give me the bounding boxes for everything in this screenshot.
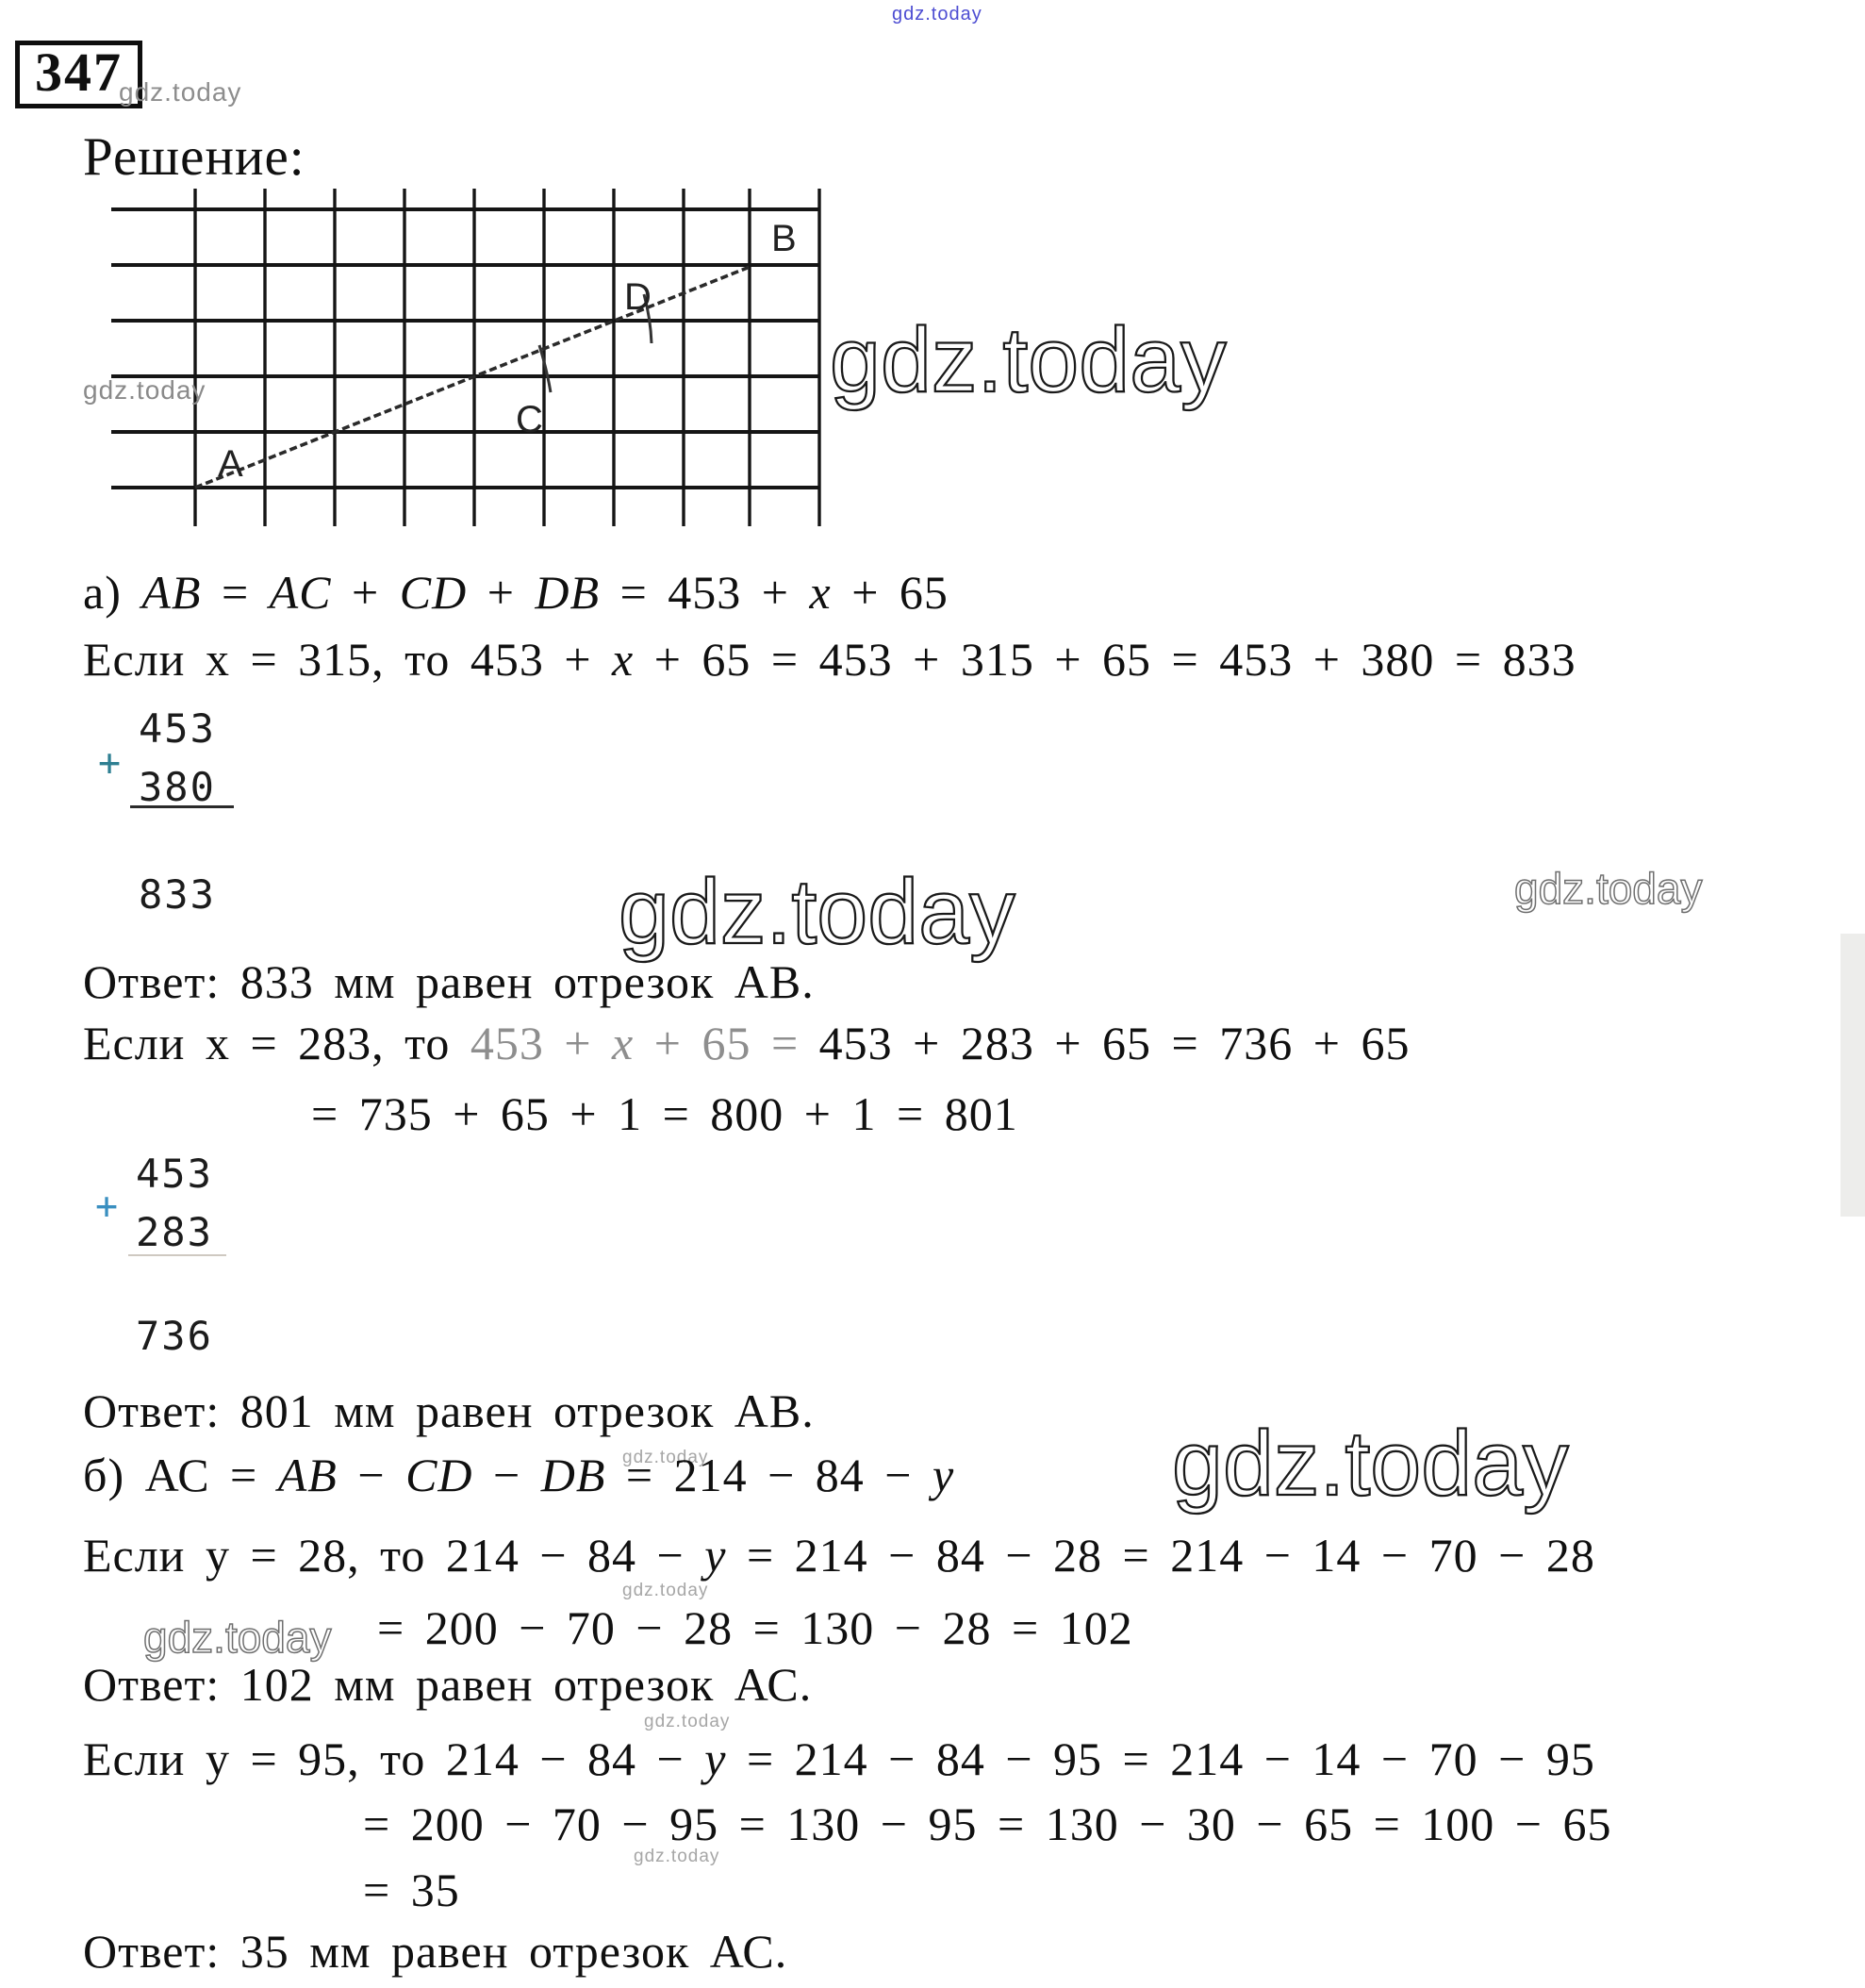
grid-figure: A B C D: [111, 189, 821, 526]
answer-line: Ответ: 833 мм равен отрезок АВ.: [83, 955, 815, 1008]
svg-text:gdz.today: gdz.today: [143, 1613, 331, 1662]
plus-operator: +: [98, 741, 122, 785]
problem-number-badge: 347: [15, 41, 142, 108]
solution-heading: Решение:: [83, 127, 305, 187]
addition-addend: 453: [139, 705, 216, 752]
grid-vertical-lines: [193, 189, 821, 526]
watermark-tiny: gdz.today: [622, 1448, 709, 1467]
svg-text:gdz.today: gdz.today: [619, 860, 1015, 963]
watermark-center-large: gdz.today: [618, 859, 1016, 964]
svg-text:gdz.today: gdz.today: [830, 308, 1227, 411]
watermark-section-b-large: gdz.today: [1171, 1411, 1570, 1516]
point-label-d: D: [624, 276, 652, 318]
equation-line: = 35: [363, 1864, 460, 1916]
equation-line: Если у = 28, то 214 − 84 − y = 214 − 84 …: [83, 1529, 1595, 1582]
equation-line: Если х = 315, то 453 + x + 65 = 453 + 31…: [83, 633, 1576, 686]
addition-addend: 283: [136, 1209, 213, 1255]
scan-edge-shadow: [1840, 934, 1865, 1217]
watermark-tiny: gdz.today: [634, 1847, 720, 1866]
addition-result: 833: [139, 871, 216, 918]
equation-line: = 200 − 70 − 95 = 130 − 95 = 130 − 30 − …: [363, 1797, 1612, 1850]
equation-line: а) AB = AC + CD + DB = 453 + x + 65: [83, 566, 949, 619]
watermark-above-heading: gdz.today: [119, 77, 242, 107]
watermark-top-center: gdz.today: [892, 4, 982, 25]
answer-line: Ответ: 801 мм равен отрезок АВ.: [83, 1384, 815, 1437]
svg-text:gdz.today: gdz.today: [1172, 1412, 1569, 1515]
addition-addend: 380: [139, 764, 216, 810]
answer-line: Ответ: 35 мм равен отрезок АС.: [83, 1925, 788, 1978]
equation-line: = 200 − 70 − 28 = 130 − 28 = 102: [377, 1601, 1133, 1654]
point-d-tick: [642, 293, 653, 344]
point-label-c: C: [516, 399, 543, 440]
addition-result: 736: [136, 1313, 213, 1359]
watermark-right-small: gdz.today: [1513, 863, 1703, 914]
grid-horizontal-lines: [111, 207, 820, 489]
svg-text:gdz.today: gdz.today: [1514, 864, 1702, 913]
watermark-tiny: gdz.today: [644, 1712, 731, 1731]
answer-line: Ответ: 102 мм равен отрезок АС.: [83, 1658, 813, 1711]
equation-line: = 735 + 65 + 1 = 800 + 1 = 801: [311, 1087, 1018, 1140]
watermark-grid-left: gdz.today: [83, 375, 206, 405]
point-label-b: B: [771, 218, 797, 259]
equation-line: б) АС = AB − CD − DB = 214 − 84 − y: [83, 1449, 955, 1501]
point-label-a: A: [218, 443, 243, 485]
equation-line: Если у = 95, то 214 − 84 − y = 214 − 84 …: [83, 1732, 1595, 1785]
equation-line: Если х = 283, то 453 + x + 65 = 453 + 28…: [83, 1017, 1411, 1069]
addition-addend: 453: [136, 1151, 213, 1197]
addition-rule: [128, 1254, 226, 1256]
watermark-right-of-grid: gdz.today: [829, 307, 1228, 412]
addition-rule: [130, 805, 234, 808]
point-c-tick: [537, 344, 553, 393]
watermark-before-line: gdz.today: [142, 1612, 332, 1663]
plus-operator: +: [95, 1185, 119, 1228]
segment-ab-line: [194, 265, 751, 489]
watermark-tiny: gdz.today: [622, 1581, 709, 1600]
